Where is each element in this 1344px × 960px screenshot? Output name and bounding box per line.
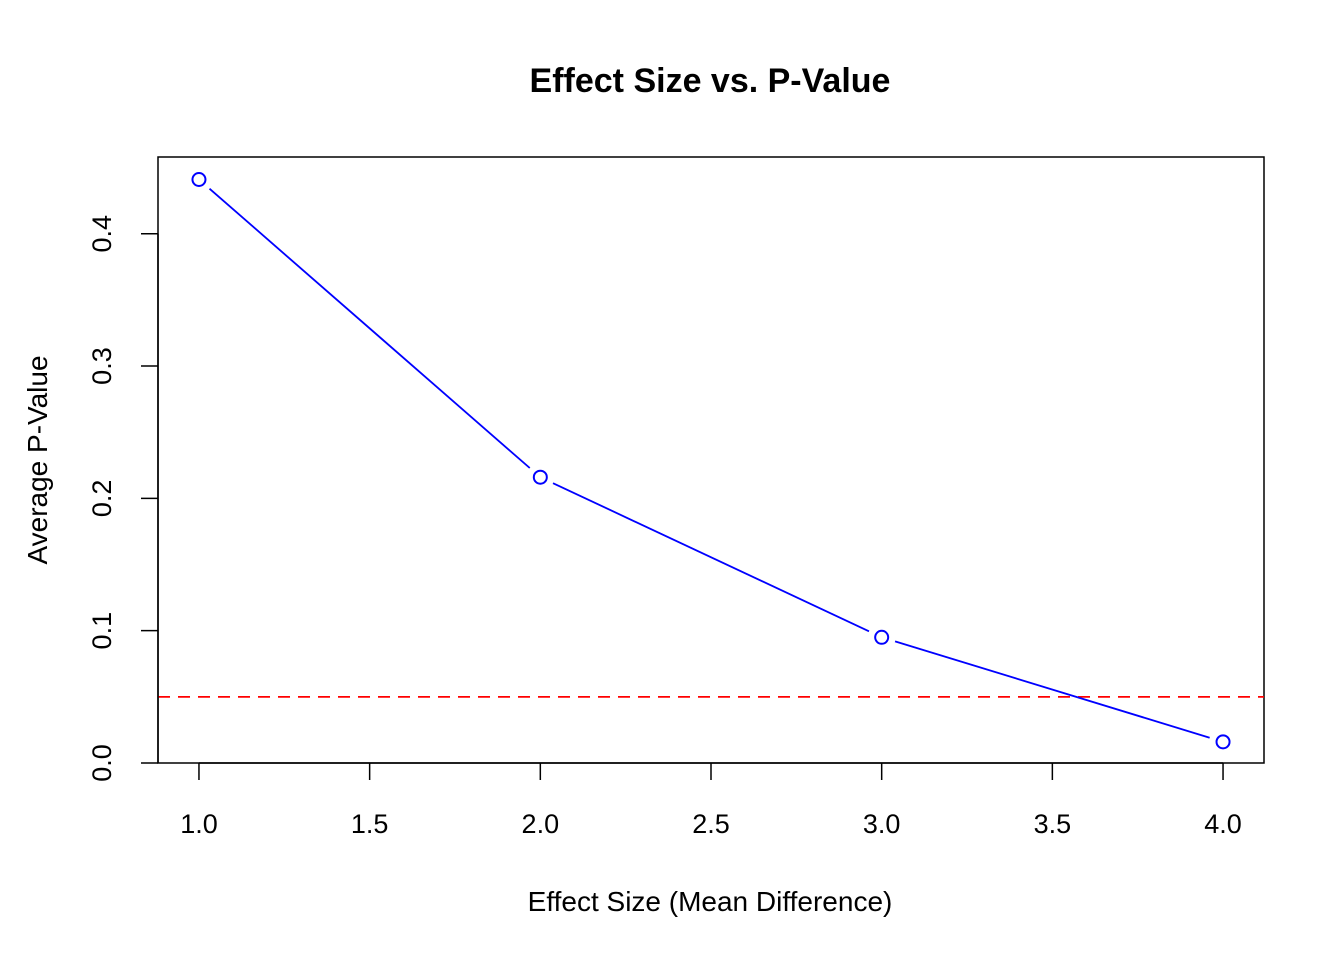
- y-tick-label: 0.2: [87, 480, 117, 518]
- y-axis: 0.0 0.1 0.2 0.3 0.4: [87, 215, 159, 782]
- data-point: [191, 171, 207, 187]
- x-tick-label: 2.5: [692, 809, 730, 839]
- x-tick-label: 3.5: [1034, 809, 1072, 839]
- data-point: [532, 469, 548, 485]
- series-line-segment: [894, 640, 1210, 739]
- y-tick-label: 0.1: [87, 612, 117, 650]
- x-tick-label: 3.0: [863, 809, 901, 839]
- data-point: [874, 629, 890, 645]
- series-layer: [191, 171, 1231, 750]
- chart-title: Effect Size vs. P-Value: [530, 62, 891, 100]
- data-point: [1215, 734, 1231, 750]
- y-tick-label: 0.3: [87, 347, 117, 385]
- x-tick-label: 4.0: [1204, 809, 1242, 839]
- x-axis-label: Effect Size (Mean Difference): [528, 886, 893, 917]
- x-tick-label: 1.5: [351, 809, 389, 839]
- x-tick-label: 2.0: [522, 809, 560, 839]
- y-tick-label: 0.0: [87, 744, 117, 782]
- x-tick-label: 1.0: [180, 809, 218, 839]
- series-line-segment: [208, 188, 531, 469]
- series-line-segment: [552, 482, 870, 633]
- y-tick-label: 0.4: [87, 215, 117, 253]
- y-axis-label: Average P-Value: [22, 355, 53, 564]
- x-axis: 1.0 1.5 2.0 2.5 3.0 3.5 4.0: [180, 762, 1242, 839]
